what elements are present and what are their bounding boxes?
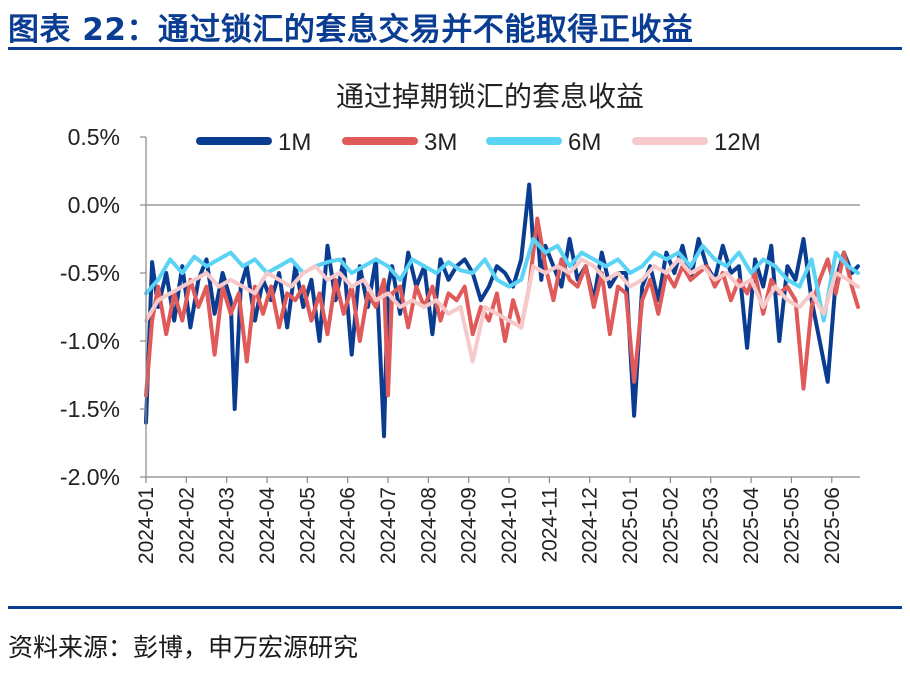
x-tick-label: 2024-04 (256, 487, 279, 564)
x-tick-label: 2025-05 (780, 487, 803, 564)
x-tick-label: 2024-10 (498, 487, 521, 564)
x-tick-label: 2025-03 (700, 487, 723, 564)
x-tick-label: 2024-11 (538, 487, 561, 563)
series-line-3M (144, 216, 860, 398)
x-tick-label: 2025-06 (821, 487, 844, 564)
y-tick-label: -1.0% (60, 328, 120, 354)
x-tick-label: 2024-02 (175, 487, 198, 564)
x-tick-label: 2025-04 (740, 487, 763, 564)
x-tick-label: 2025-01 (619, 487, 642, 564)
legend-label-1M: 1M (278, 129, 311, 156)
y-tick-label: 0.0% (68, 192, 120, 218)
y-tick-label: -0.5% (60, 260, 120, 286)
x-tick-label: 2024-08 (417, 487, 440, 564)
series-line-6M (144, 237, 860, 323)
x-tick-label: 2024-12 (579, 487, 602, 564)
y-tick-label: -1.5% (60, 396, 120, 422)
title-divider (8, 47, 902, 50)
chart-title: 通过掉期锁汇的套息收益 (336, 80, 644, 113)
x-tick-label: 2024-09 (458, 487, 481, 564)
x-tick-label: 2024-03 (216, 487, 239, 564)
figure-title: 图表 22：通过锁汇的套息交易并不能取得正收益 (8, 12, 694, 48)
x-tick-label: 2025-02 (659, 487, 682, 564)
x-tick-label: 2024-01 (135, 487, 158, 564)
source-note: 资料来源：彭博，申万宏源研究 (8, 633, 359, 662)
y-tick-label: -2.0% (60, 464, 120, 490)
x-tick-label: 2024-06 (337, 487, 360, 564)
x-tick-label: 2024-05 (296, 487, 319, 564)
legend-label-12M: 12M (714, 129, 761, 156)
legend-label-3M: 3M (424, 129, 457, 156)
series-line-12M (144, 257, 860, 364)
legend-label-6M: 6M (568, 129, 601, 156)
y-tick-label: 0.5% (68, 124, 120, 150)
x-tick-label: 2024-07 (377, 487, 400, 564)
source-divider (8, 606, 902, 609)
